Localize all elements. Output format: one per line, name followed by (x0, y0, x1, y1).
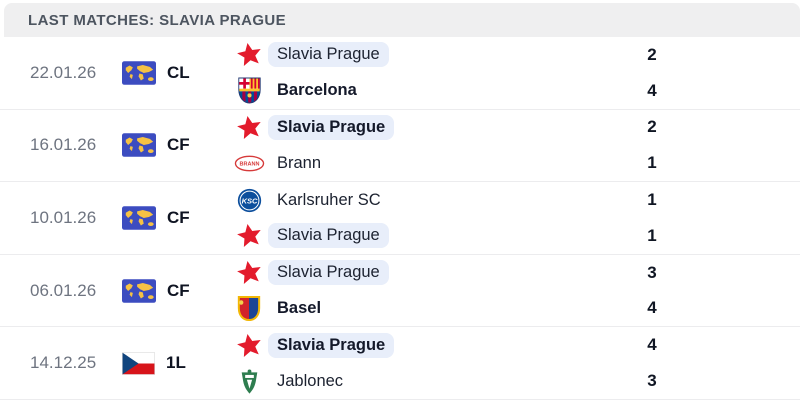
team-line[interactable]: Barcelona 4 (230, 73, 800, 109)
team-line[interactable]: Jablonec 3 (230, 363, 800, 399)
slavia-prague-logo (230, 41, 268, 68)
barcelona-logo (230, 77, 268, 104)
czech-flag-icon (122, 352, 155, 375)
world-map-icon (122, 206, 156, 230)
world-map-icon (122, 133, 156, 158)
widget-header: LAST MATCHES: SLAVIA PRAGUE (4, 3, 800, 37)
match-date: 22.01.26 (30, 62, 97, 82)
team-line[interactable]: Slavia Prague 1 (230, 218, 800, 254)
team-name: Karlsruher SC (277, 190, 381, 209)
team-name: Slavia Prague (268, 223, 389, 249)
team-score: 4 (647, 335, 657, 355)
team-name: Slavia Prague (268, 42, 389, 68)
team-score: 1 (647, 153, 657, 173)
match-list: 22.01.26 CL Slavia Prague 2 Barcelona 4 … (0, 37, 800, 400)
widget-title: LAST MATCHES: SLAVIA PRAGUE (28, 11, 287, 29)
competition-label: CF (167, 280, 190, 300)
teams-block: Slavia Prague 4 Jablonec 3 (230, 327, 800, 399)
team-name: Slavia Prague (268, 260, 389, 286)
competition-badge: 1L (122, 327, 230, 399)
teams-block: KSC Karlsruher SC 1 Slavia Prague 1 (230, 182, 800, 254)
team-score: 4 (647, 80, 657, 100)
competition-badge: CF (122, 255, 230, 327)
competition-label: 1L (166, 353, 186, 373)
match-date: 14.12.25 (30, 353, 97, 373)
team-line[interactable]: Slavia Prague 4 (230, 327, 800, 363)
team-name: Basel (277, 298, 322, 317)
team-score: 3 (647, 262, 657, 282)
jablonec-logo (230, 368, 268, 394)
world-map-icon (122, 278, 156, 303)
match-date: 06.01.26 (30, 280, 97, 300)
team-score: 2 (647, 44, 657, 64)
slavia-prague-logo (230, 114, 268, 141)
team-name: Brann (277, 153, 322, 172)
teams-block: Slavia Prague 2 Barcelona 4 (230, 37, 800, 109)
competition-badge: CL (122, 37, 230, 109)
match-date: 16.01.26 (30, 135, 97, 155)
team-line[interactable]: BRANN Brann 1 (230, 145, 800, 181)
team-line[interactable]: KSC Karlsruher SC 1 (230, 182, 800, 218)
team-score: 3 (647, 371, 657, 391)
world-map-icon (122, 60, 156, 85)
team-name: Jablonec (277, 371, 344, 390)
match-row[interactable]: 14.12.25 1L Slavia Prague 4 Jablonec 3 (0, 327, 800, 400)
slavia-prague-logo (230, 259, 268, 286)
team-score: 4 (647, 298, 657, 318)
svg-text:KSC: KSC (241, 196, 257, 205)
team-score: 1 (647, 225, 657, 245)
competition-badge: CF (122, 182, 230, 254)
teams-block: Slavia Prague 3 Basel 4 (230, 255, 800, 327)
basel-logo (230, 295, 268, 322)
slavia-prague-logo (230, 222, 268, 249)
match-row[interactable]: 22.01.26 CL Slavia Prague 2 Barcelona 4 (0, 37, 800, 110)
match-row[interactable]: 10.01.26 CF KSC Karlsruher SC 1 Slavia P… (0, 182, 800, 255)
competition-badge: CF (122, 110, 230, 182)
team-name: Slavia Prague (268, 332, 395, 358)
brann-logo: BRANN (230, 155, 268, 172)
competition-label: CF (167, 135, 190, 155)
match-date: 10.01.26 (30, 207, 97, 227)
slavia-prague-logo (230, 332, 268, 359)
match-row[interactable]: 06.01.26 CF Slavia Prague 3 Basel 4 (0, 254, 800, 328)
team-line[interactable]: Slavia Prague 2 (230, 110, 800, 146)
competition-label: CL (167, 62, 190, 82)
svg-text:BRANN: BRANN (239, 161, 259, 167)
competition-label: CF (167, 207, 190, 227)
team-name: Slavia Prague (268, 114, 395, 140)
team-score: 2 (647, 117, 657, 137)
karlsruher-sc-logo: KSC (230, 188, 268, 213)
team-line[interactable]: Basel 4 (230, 291, 800, 327)
team-name: Barcelona (277, 81, 357, 100)
teams-block: Slavia Prague 2 BRANN Brann 1 (230, 110, 800, 182)
match-row[interactable]: 16.01.26 CF Slavia Prague 2 BRANN Brann … (0, 109, 800, 183)
team-line[interactable]: Slavia Prague 3 (230, 255, 800, 291)
team-line[interactable]: Slavia Prague 2 (230, 37, 800, 73)
team-score: 1 (647, 190, 657, 210)
